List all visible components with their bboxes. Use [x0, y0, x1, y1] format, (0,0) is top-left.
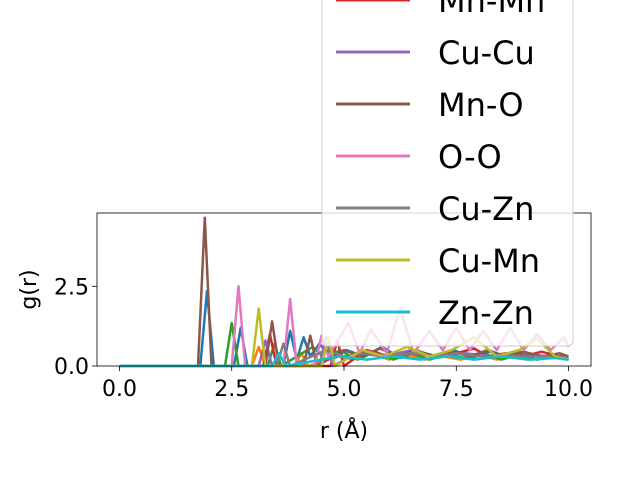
x-tick-label: 0.0 [102, 377, 137, 402]
series-line-cu-zn [119, 342, 569, 368]
legend-label: Mn-Mn [438, 0, 545, 20]
legend-label: Cu-Cu [438, 34, 535, 72]
legend-label: O-O [438, 138, 502, 176]
legend: Mn-Mn Cu-Cu Mn-O O-O Cu-Zn Cu-Mn Zn-Zn [321, 0, 574, 347]
legend-label: Mn-O [438, 86, 524, 124]
series-line-cu-mn [119, 307, 569, 368]
legend-label: Zn-Zn [438, 294, 534, 332]
x-tick-label: 2.5 [214, 377, 249, 402]
series-line-zn-zn [119, 352, 569, 368]
x-tick-label: 7.5 [439, 377, 474, 402]
x-tick-label: 5.0 [327, 377, 362, 402]
axis-ticks: 0.0 2.5 5.0 7.5 10.0 0.0 2.5 [54, 275, 593, 402]
y-tick-label: 2.5 [54, 275, 89, 300]
y-axis-label: g(r) [17, 269, 42, 309]
legend-label: Cu-Zn [438, 190, 534, 228]
y-tick-label: 0.0 [54, 355, 89, 380]
x-tick-label: 10.0 [544, 377, 593, 402]
legend-label: Cu-Mn [438, 242, 540, 280]
x-axis-label: r (Å) [320, 417, 368, 444]
